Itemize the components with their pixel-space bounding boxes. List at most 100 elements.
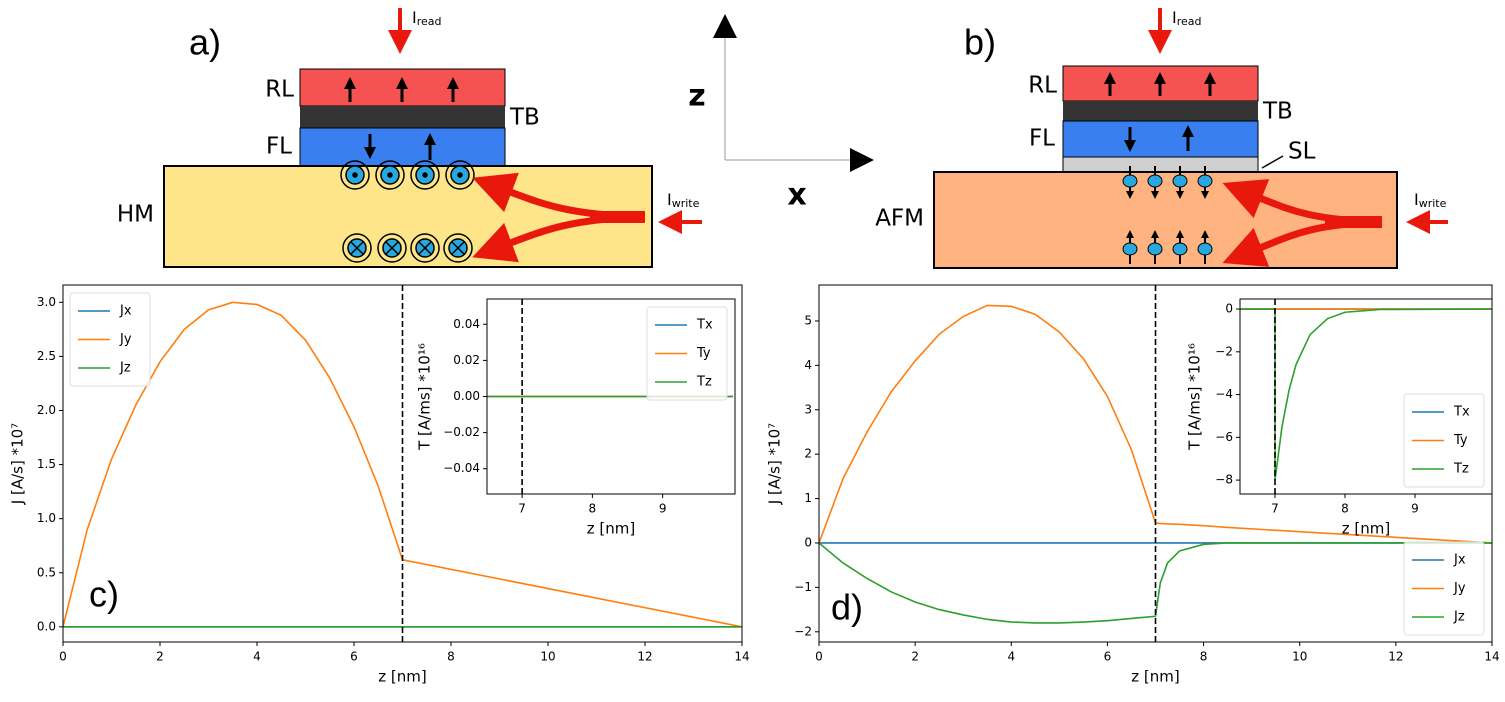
diagram-a: a) Iread RL TB FL HM Iwrite (117, 8, 702, 268)
current-split (472, 172, 646, 263)
x-tick-label: 12 (1388, 650, 1403, 664)
tb-label: TB (1262, 99, 1293, 125)
x-tick-label: 2 (911, 650, 919, 664)
sl-layer (1062, 156, 1259, 173)
legend-label: Jx (119, 304, 132, 319)
rl-label: RL (265, 77, 294, 103)
x-tick-label: 8 (1200, 650, 1208, 664)
afm-label: AFM (875, 206, 924, 232)
legend-label: Tz (696, 375, 712, 390)
legend-label: Tx (1453, 405, 1470, 420)
y-tick-label: −8 (1215, 473, 1233, 487)
magnet-arrows (344, 77, 459, 160)
y-tick-label: −4 (1215, 387, 1233, 401)
y-tick-label: 2.0 (37, 403, 56, 417)
legend-label: Jy (1453, 581, 1466, 596)
x-tick-label: 12 (637, 650, 652, 664)
plot-frame (486, 298, 736, 495)
legend-label: Jx (1453, 553, 1466, 568)
x-label: x (787, 178, 806, 213)
series-line (819, 542, 1492, 624)
rl-label: RL (1028, 73, 1057, 99)
x-tick-label: 14 (734, 650, 749, 664)
y-axis-label: J [A/s] *10⁷ (9, 423, 27, 505)
legend-label: Ty (696, 346, 711, 361)
x-tick-label: 2 (156, 650, 164, 664)
y-tick-label: −0.02 (443, 425, 480, 439)
spin-up (1122, 230, 1213, 264)
spin-down (1122, 166, 1213, 199)
y-tick-label: 5 (804, 313, 812, 327)
legend-label: Tx (696, 318, 713, 333)
y-axis-label: J [A/s] *10⁷ (766, 423, 784, 505)
spin-out (340, 160, 475, 190)
y-tick-label: 0 (1225, 302, 1233, 316)
y-tick-label: 1.5 (37, 457, 56, 471)
legend-label: Ty (1453, 433, 1468, 448)
x-tick-label: 0 (815, 650, 823, 664)
y-axis-label: T [A/ms] *10¹⁶ (416, 343, 434, 451)
hm-label: HM (117, 202, 154, 228)
y-tick-label: 2 (804, 447, 812, 461)
y-tick-label: 2.5 (37, 349, 56, 363)
legend-label: Tz (1453, 462, 1469, 477)
x-axis-label: z [nm] (587, 520, 635, 538)
legend-label: Jy (119, 332, 132, 347)
diagram-b: b) Iread RL TB FL SL AFM Iwrite (875, 8, 1448, 269)
x-axis-label: z [nm] (1131, 668, 1179, 686)
y-tick-label: −0.04 (443, 461, 480, 475)
panel-label: d) (831, 587, 863, 628)
x-tick-label: 4 (253, 650, 261, 664)
plot-frame (62, 284, 743, 643)
plot: 7 8 9 −8 −6 −4 −2 0 z [nm] T [A/ms] *10¹⁶ Tx Ty Tz (1186, 298, 1493, 538)
spin-in (342, 233, 473, 263)
legend-label: Jz (1453, 610, 1465, 625)
x-axis-label: z [nm] (1342, 520, 1390, 538)
x-tick-label: 8 (589, 502, 597, 516)
series-line (819, 304, 1492, 544)
z-label: z (688, 79, 705, 114)
current-split (1222, 179, 1383, 267)
y-tick-label: −2 (1215, 344, 1233, 358)
y-tick-label: 0 (804, 535, 812, 549)
tb-label: TB (509, 105, 540, 131)
y-tick-label: 3 (804, 402, 812, 416)
read-label: Iread (1172, 8, 1202, 29)
hm-layer (163, 165, 653, 268)
y-tick-label: 1.0 (37, 511, 56, 525)
fl-label: FL (266, 134, 292, 160)
write-label: Iwrite (1414, 190, 1447, 211)
y-tick-label: 3.0 (37, 295, 56, 309)
y-tick-label: 0.00 (453, 389, 480, 403)
fl-layer (1062, 120, 1259, 158)
y-tick-label: 0.0 (37, 619, 56, 633)
y-tick-label: 0.5 (37, 565, 56, 579)
coordinate-axes: z x (688, 14, 874, 213)
y-tick-label: 1 (804, 491, 812, 505)
tb-layer (300, 106, 505, 128)
y-tick-label: 0.04 (453, 317, 480, 331)
fl-label: FL (1029, 126, 1055, 152)
sl-pointer (1261, 155, 1284, 169)
series-line (63, 301, 742, 628)
plot-frame (1239, 298, 1493, 495)
plot: 7 8 9 −0.04 −0.02 0.00 0.02 0.04 z [nm] T [A/ms] … (416, 298, 736, 538)
x-tick-label: 9 (659, 502, 667, 516)
panel-label: b) (964, 22, 996, 63)
sl-label: SL (1288, 139, 1316, 165)
x-tick-label: 8 (1341, 502, 1349, 516)
write-label: Iwrite (667, 190, 700, 211)
legend-label: Jz (119, 361, 131, 376)
y-tick-label: 4 (804, 358, 812, 372)
series-line (1240, 308, 1492, 481)
x-tick-label: 9 (1411, 502, 1419, 516)
y-tick-label: −1 (794, 580, 812, 594)
x-tick-label: 14 (1484, 650, 1499, 664)
x-tick-label: 7 (1271, 502, 1279, 516)
x-axis-label: z [nm] (378, 668, 426, 686)
y-tick-label: −2 (794, 624, 812, 638)
y-tick-label: 0.02 (453, 353, 480, 367)
fl-layer (299, 127, 506, 167)
panel-label: c) (89, 574, 119, 615)
